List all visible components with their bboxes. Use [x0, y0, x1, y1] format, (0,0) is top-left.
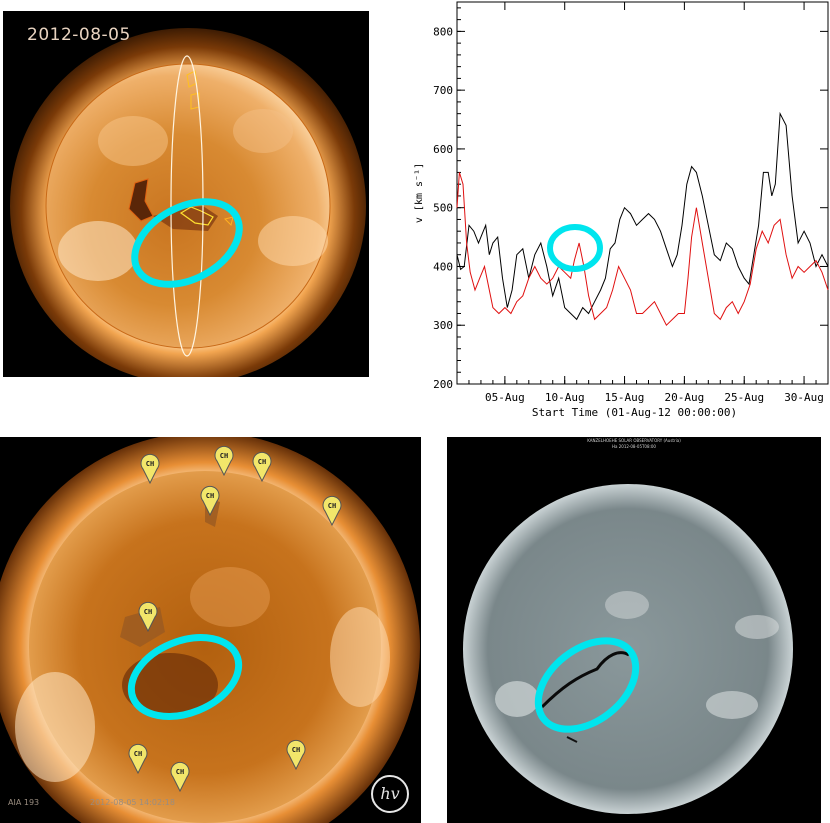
x-tick-label: 30-Aug: [784, 391, 824, 404]
ch-marker-label: CH: [146, 460, 154, 468]
ch-marker-label: CH: [134, 750, 142, 758]
ch-markers: CH CH CH CH CH CH CH CH CH: [128, 445, 342, 793]
ch-marker-label: CH: [258, 458, 266, 466]
ch-marker-label: CH: [206, 492, 214, 500]
ch-marker[interactable]: CH: [140, 453, 160, 485]
contour-yellow: [179, 206, 214, 226]
aia-sun-image: [3, 11, 369, 377]
meridian-slice-outline: [170, 55, 204, 357]
y-tick-label: 700: [433, 84, 453, 97]
highlight-ellipse-br: [534, 637, 640, 733]
x-axis-label: Start Time (01-Aug-12 00:00:00): [532, 406, 737, 419]
chart-axes: 200 300 400 500 600 700 800 05-Aug 10-Aug 15-Aug 2…: [414, 1, 829, 419]
y-tick-label: 200: [433, 378, 453, 391]
solar-wind-chart-panel: 200 300 400 500 600 700 800 05-Aug 10-Aug 15-Aug 2…: [400, 0, 830, 430]
helioviewer-logo: hv: [371, 775, 409, 813]
x-tick-label: 25-Aug: [724, 391, 764, 404]
halpha-image-panel: KANZELHOEHE SOLAR OBSERVATORY (Austria) …: [447, 437, 821, 823]
ch-marker[interactable]: CH: [170, 761, 190, 793]
x-tick-label: 10-Aug: [545, 391, 585, 404]
y-tick-label: 300: [433, 319, 453, 332]
x-tick-label: 20-Aug: [665, 391, 705, 404]
observatory-header: KANZELHOEHE SOLAR OBSERVATORY (Austria) …: [447, 438, 821, 450]
y-tick-label: 800: [433, 25, 453, 38]
x-tick-label: 05-Aug: [485, 391, 525, 404]
ch-marker[interactable]: CH: [286, 739, 306, 771]
halpha-sun-image: [447, 437, 821, 823]
aia-sun-image-panel: 2012-08-05: [3, 11, 369, 377]
ch-marker-label: CH: [144, 608, 152, 616]
ch-marker-label: CH: [220, 452, 228, 460]
helioviewer-sun-image: CH CH CH CH CH CH CH CH CH: [0, 437, 421, 823]
filament: [540, 651, 630, 709]
helioviewer-image-panel: CH CH CH CH CH CH CH CH CH AIA 193 2012-08-05 14…: [0, 437, 421, 823]
ch-marker-label: CH: [328, 502, 336, 510]
highlight-ellipse-bl: [127, 634, 243, 720]
x-tick-label: 15-Aug: [605, 391, 645, 404]
y-tick-label: 600: [433, 143, 453, 156]
series-line-0: [456, 111, 829, 321]
ch-marker[interactable]: CH: [138, 601, 158, 633]
ch-marker[interactable]: CH: [252, 451, 272, 483]
plot-frame: [456, 1, 829, 385]
ch-marker-label: CH: [292, 746, 300, 754]
y-tick-label: 500: [433, 202, 453, 215]
ch-marker[interactable]: CH: [214, 445, 234, 477]
series-line-1: [456, 172, 829, 327]
solar-wind-chart: 200 300 400 500 600 700 800 05-Aug 10-Aug 15-Aug 2…: [414, 1, 829, 419]
ch-marker[interactable]: CH: [128, 743, 148, 775]
y-axis-label: v [km s⁻¹]: [414, 163, 425, 223]
observation-info: Ha 2012-08-05T08:00: [612, 444, 656, 449]
observatory-name: KANZELHOEHE SOLAR OBSERVATORY (Austria): [587, 438, 681, 443]
y-tick-label: 400: [433, 260, 453, 273]
chart-series: [456, 111, 829, 327]
ch-marker[interactable]: CH: [200, 485, 220, 517]
timestamp-caption: 2012-08-05 14:02:18: [90, 798, 175, 807]
highlight-ellipse: [131, 198, 243, 288]
chart-highlight-ellipse: [547, 224, 603, 272]
date-label: 2012-08-05: [27, 25, 131, 45]
instrument-caption: AIA 193: [8, 798, 40, 807]
ch-marker-label: CH: [176, 768, 184, 776]
ch-marker[interactable]: CH: [322, 495, 342, 527]
